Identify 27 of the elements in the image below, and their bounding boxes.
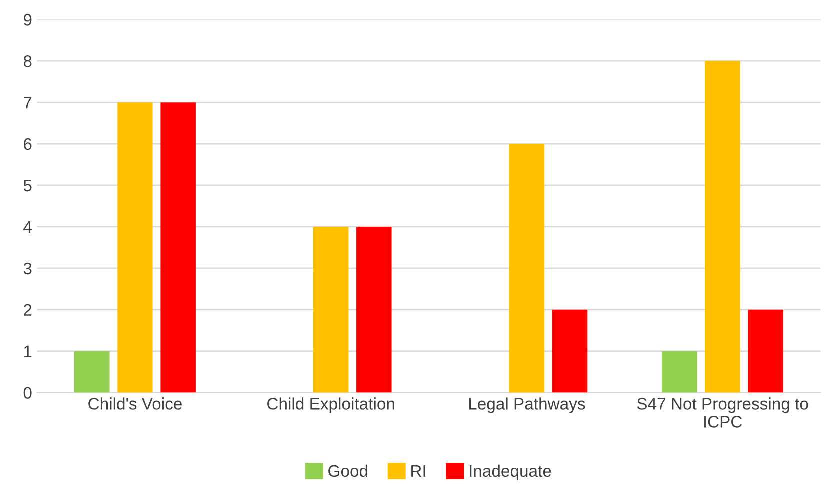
legend-label: RI	[412, 465, 426, 477]
y-tick-label: 9	[24, 14, 32, 26]
legend-label: Good	[328, 464, 368, 478]
bar	[118, 102, 153, 393]
bar	[748, 310, 784, 393]
bar	[552, 310, 588, 393]
bar	[74, 351, 110, 393]
bar	[313, 226, 349, 393]
legend-label: Inadequate	[470, 464, 552, 480]
y-tick-label: 6	[24, 138, 32, 150]
x-tick-label: S47 Not Progressing to ICPC	[637, 398, 808, 428]
x-tick-label: Child Exploitation	[268, 398, 394, 414]
bar	[356, 226, 392, 393]
y-tick-label: 5	[24, 180, 32, 192]
bar	[705, 61, 740, 393]
y-tick-label: 1	[24, 346, 32, 358]
bar	[160, 102, 196, 393]
y-tick-label: 4	[24, 222, 32, 233]
bar	[509, 144, 545, 393]
y-tick-label: 7	[24, 97, 32, 109]
bar	[662, 351, 698, 393]
y-tick-label: 3	[24, 262, 32, 275]
y-tick-label: 0	[24, 387, 32, 400]
y-tick-label: 2	[24, 304, 32, 316]
x-tick-label: Legal Pathways	[469, 398, 586, 414]
x-tick-label: Child's Voice	[88, 398, 182, 410]
y-tick-label: 8	[24, 56, 32, 68]
